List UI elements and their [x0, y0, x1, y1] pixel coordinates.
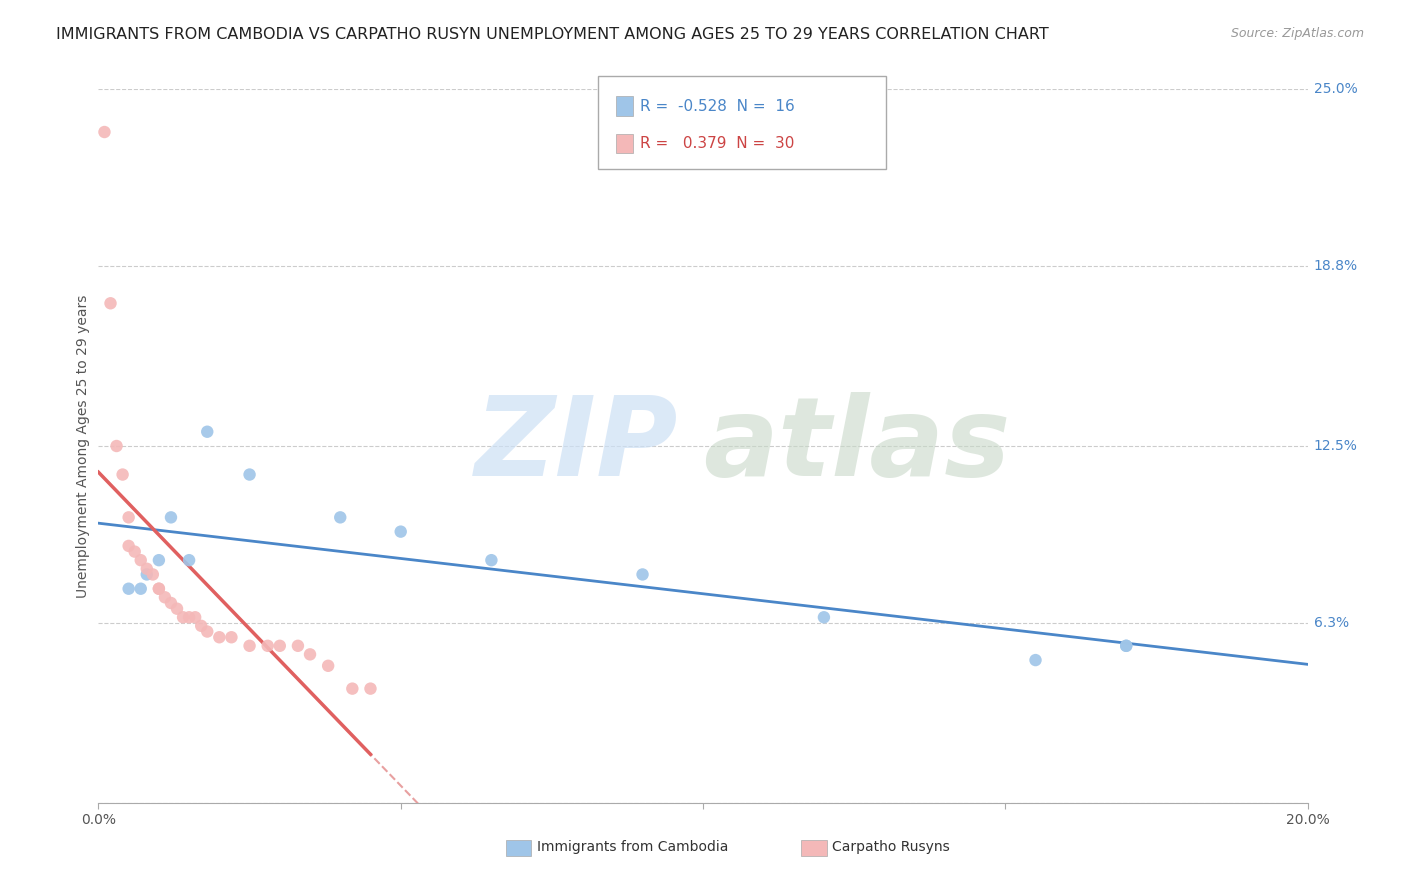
Point	[160, 510, 183, 524]
Point	[329, 510, 352, 524]
Point	[105, 439, 128, 453]
Point	[360, 681, 382, 696]
Point	[813, 610, 835, 624]
Point	[135, 567, 157, 582]
Point	[342, 681, 364, 696]
Point	[118, 582, 141, 596]
Point	[481, 553, 503, 567]
Point	[118, 510, 141, 524]
Point	[208, 630, 231, 644]
Text: Source: ZipAtlas.com: Source: ZipAtlas.com	[1230, 27, 1364, 40]
Text: 25.0%: 25.0%	[1313, 82, 1357, 96]
Point	[148, 582, 170, 596]
Point	[195, 624, 218, 639]
Point	[389, 524, 412, 539]
Point	[177, 553, 201, 567]
Point	[287, 639, 309, 653]
Point	[299, 648, 322, 662]
Text: 6.3%: 6.3%	[1313, 616, 1348, 630]
Point	[166, 601, 188, 615]
Point	[148, 553, 170, 567]
Point	[1024, 653, 1046, 667]
Text: Immigrants from Cambodia: Immigrants from Cambodia	[537, 840, 728, 855]
Point	[190, 619, 212, 633]
Point	[239, 639, 262, 653]
Text: ZIP: ZIP	[475, 392, 679, 500]
Point	[160, 596, 183, 610]
Text: R =  -0.528  N =  16: R = -0.528 N = 16	[640, 99, 794, 114]
Point	[129, 553, 152, 567]
Text: 12.5%: 12.5%	[1313, 439, 1358, 453]
Point	[177, 610, 201, 624]
Text: Carpatho Rusyns: Carpatho Rusyns	[832, 840, 950, 855]
Text: 18.8%: 18.8%	[1313, 260, 1358, 273]
Point	[135, 562, 157, 576]
Point	[1115, 639, 1137, 653]
Point	[1115, 639, 1137, 653]
Point	[269, 639, 291, 653]
Point	[100, 296, 122, 310]
Point	[111, 467, 134, 482]
Point	[142, 567, 165, 582]
Text: IMMIGRANTS FROM CAMBODIA VS CARPATHO RUSYN UNEMPLOYMENT AMONG AGES 25 TO 29 YEAR: IMMIGRANTS FROM CAMBODIA VS CARPATHO RUS…	[56, 27, 1049, 42]
Point	[172, 610, 194, 624]
Point	[221, 630, 243, 644]
Point	[631, 567, 654, 582]
Point	[316, 658, 339, 673]
Point	[129, 582, 152, 596]
Point	[148, 582, 170, 596]
Point	[118, 539, 141, 553]
Y-axis label: Unemployment Among Ages 25 to 29 years: Unemployment Among Ages 25 to 29 years	[76, 294, 90, 598]
Point	[184, 610, 207, 624]
Point	[93, 125, 115, 139]
Point	[153, 591, 176, 605]
Point	[195, 425, 218, 439]
Text: atlas: atlas	[703, 392, 1011, 500]
Text: R =   0.379  N =  30: R = 0.379 N = 30	[640, 136, 794, 152]
Point	[239, 467, 262, 482]
Point	[124, 544, 146, 558]
Point	[256, 639, 278, 653]
